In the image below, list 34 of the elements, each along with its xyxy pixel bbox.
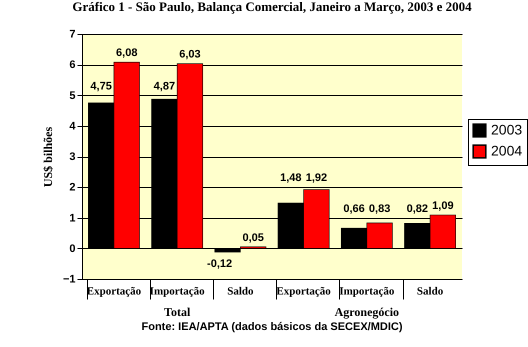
source-note: Fonte: IEA/APTA (dados básicos da SECEX/MDIC) [142, 321, 403, 333]
data-label: 0,05 [242, 232, 264, 244]
x-tick-label: Saldo [227, 286, 254, 298]
y-tick-label: 3 [69, 151, 76, 163]
data-label: 1,92 [306, 172, 328, 184]
data-label: 0,66 [343, 202, 365, 215]
y-tick-label: 1 [69, 212, 76, 224]
legend-label: 2003 [491, 122, 522, 138]
data-label: 4,75 [90, 80, 112, 92]
legend-label: 2004 [491, 142, 522, 158]
x-tick-label: Importação [150, 286, 206, 298]
y-tick-label: 6 [69, 59, 76, 72]
y-tick-label: 7 [69, 28, 76, 40]
y-tick-label: 4 [69, 120, 76, 132]
data-label: 0,83 [368, 202, 390, 215]
data-label: 1,48 [280, 172, 302, 184]
text: Agronegócio [334, 305, 400, 319]
text: Total [164, 305, 191, 319]
chart-title: Gráfico 1 - São Paulo, Balança Comercial, Janeiro a Março, 2003 e 2004 [72, 0, 472, 14]
x-tick-label: Importação [339, 286, 395, 298]
y-tick-label: −1 [62, 274, 76, 286]
y-tick-label: 2 [69, 182, 76, 194]
data-label: -0,12 [207, 258, 232, 270]
x-tick-label: Exportação [86, 286, 142, 298]
y-tick-label: 5 [69, 90, 76, 102]
data-label: 4,87 [154, 80, 176, 92]
y-axis-title: US$ bilhões [40, 126, 55, 188]
x-tick-label: Exportação [276, 286, 332, 298]
x-tick-label: Saldo [416, 286, 444, 298]
data-label: 6,03 [179, 48, 201, 61]
data-label: 1,09 [432, 200, 454, 212]
y-tick-label: 0 [69, 242, 76, 255]
data-label: 6,08 [116, 47, 138, 60]
data-label: 0,82 [406, 202, 428, 215]
